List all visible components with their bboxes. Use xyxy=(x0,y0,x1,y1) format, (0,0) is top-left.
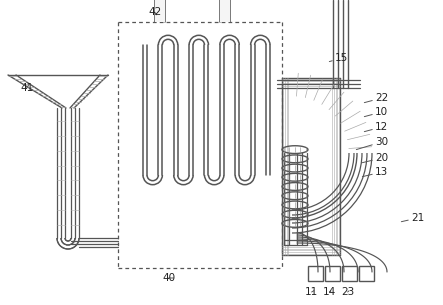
Text: 41: 41 xyxy=(20,83,33,93)
Bar xyxy=(342,266,357,281)
Bar xyxy=(220,0,230,22)
Text: 42: 42 xyxy=(148,7,161,17)
Text: 20: 20 xyxy=(362,153,388,163)
Bar xyxy=(359,266,374,281)
Text: 15: 15 xyxy=(329,53,348,63)
Text: 23: 23 xyxy=(341,287,354,297)
Bar xyxy=(325,266,340,281)
Text: 14: 14 xyxy=(323,287,336,297)
Text: 40: 40 xyxy=(162,273,175,283)
Text: 21: 21 xyxy=(401,213,424,223)
Text: 13: 13 xyxy=(362,167,388,177)
Bar xyxy=(308,266,323,281)
Text: 11: 11 xyxy=(305,287,318,297)
Bar xyxy=(155,0,165,22)
Text: 10: 10 xyxy=(364,107,388,117)
Text: 12: 12 xyxy=(364,122,388,132)
Text: 30: 30 xyxy=(356,137,388,149)
Text: 22: 22 xyxy=(364,93,388,103)
